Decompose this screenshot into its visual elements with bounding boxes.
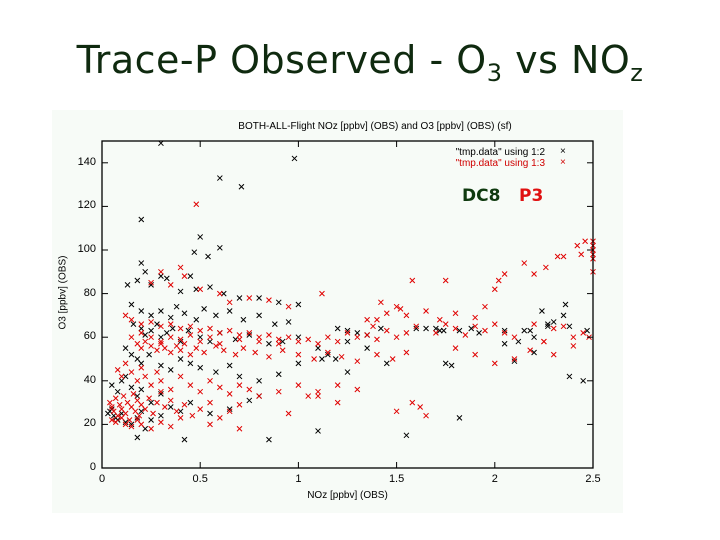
y-tick-label: 20 [83,417,96,430]
slide-title: Trace-P Observed - O3 vs NOz [0,38,720,87]
legend-marker-x-icon: × [560,146,566,157]
x-tick-label: 2.5 [585,473,601,485]
legend-entry-series-1: "tmp.data" using 1:2 [455,147,545,158]
y-tick-label: 0 [89,461,96,473]
legend-entry-series-2: "tmp.data" using 1:3 [455,158,545,169]
y-tick-label: 120 [77,199,96,212]
legend-marker-x-icon: × [560,157,566,168]
slide-title-mid: vs NO [502,38,631,82]
slide-title-sub-z: z [630,59,644,87]
plot-frame [101,140,594,469]
chart-panel [52,110,623,513]
y-tick-label: 100 [77,243,96,255]
annotation-dc8: DC8 [462,186,501,206]
y-tick-label: 60 [83,330,96,343]
y-tick-label: 40 [83,373,96,386]
x-tick-label: 1.5 [388,473,405,485]
x-axis-label: NOz [ppbv] (OBS) [307,490,388,501]
y-tick-label: 140 [77,155,96,168]
series-1-points [105,140,590,443]
x-tick-label: 0.5 [192,473,208,485]
x-tick-label: 2 [491,473,498,485]
x-tick-label: 0 [98,473,106,485]
annotation-p3: P3 [519,186,544,206]
x-tick-label: 1 [295,473,302,485]
chart-title: BOTH-ALL-Flight NOz [ppbv] (OBS) and O3 … [238,121,512,132]
y-tick-label: 80 [83,286,96,299]
series-2-points [107,201,596,432]
slide-title-sub-3: 3 [486,59,503,87]
slide-title-main: Trace-P Observed - O [76,38,487,82]
